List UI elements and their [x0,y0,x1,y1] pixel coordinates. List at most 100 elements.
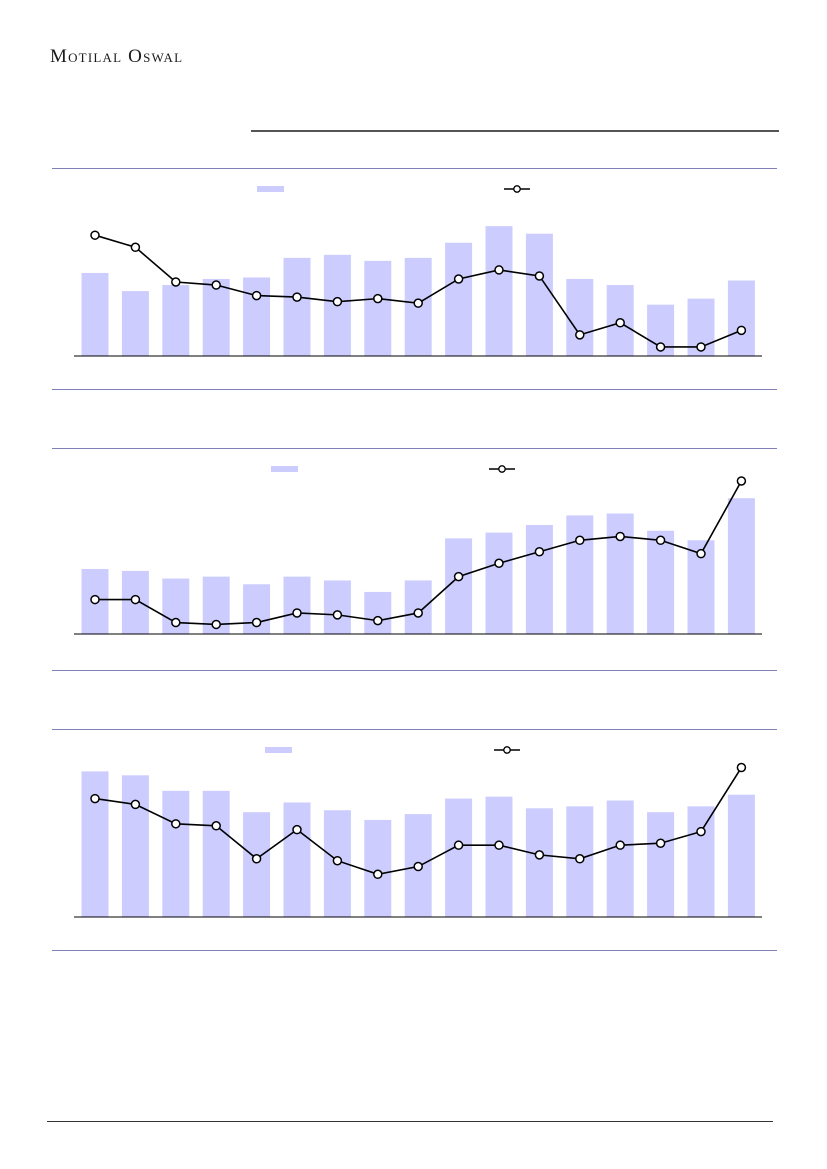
bar [647,530,675,634]
legend-line-marker [503,746,511,754]
line-point [575,330,585,340]
bar [121,775,149,917]
line-point [615,840,625,850]
bar [323,580,351,634]
chart1-bottom-rule [52,389,777,390]
footer-rule [47,1121,773,1122]
bar [727,498,755,634]
line-point [332,296,343,307]
line-point [171,819,181,829]
line-point [615,318,625,328]
line-point [292,608,302,618]
bar [647,812,675,917]
bar [202,790,230,917]
line-point [90,230,100,240]
line-point [373,293,383,304]
chart-1 [74,185,762,357]
bar [364,591,392,634]
bar [606,513,634,634]
line-point [332,610,343,620]
bar [445,798,473,917]
line-point [736,476,747,486]
bar [121,291,149,356]
chart3-bottom-rule [52,950,777,951]
brand-logo: Motilal Oswal [50,46,184,67]
legend-line-marker [513,185,521,193]
bar [525,233,553,356]
line-point [171,277,181,287]
bar [162,285,190,356]
header-rule [251,130,779,132]
line-point [453,840,464,850]
chart2-bottom-rule [52,670,777,671]
line-point [332,855,343,866]
line-point [534,547,545,557]
bar [485,532,513,634]
legend-bar-swatch [257,186,284,192]
line-point [494,558,504,568]
line-point [211,821,221,831]
legend-line-marker [498,465,506,473]
bar [727,280,755,356]
bar [404,580,432,634]
line-point [130,242,141,253]
bar [445,242,473,356]
line-point [211,619,221,630]
bar [243,812,271,917]
line-point [655,342,666,352]
line-point [413,608,423,618]
legend-bar-swatch [271,466,298,472]
line-point [655,535,666,546]
line-point [251,854,262,864]
legend-bar-swatch [265,747,292,753]
line-point [696,548,706,559]
bar [283,802,311,917]
line-point [453,274,464,284]
line-point [211,280,221,290]
line-point [373,869,383,880]
line-point [171,617,181,628]
line-point [534,271,545,281]
bar [687,806,715,917]
bar [364,819,392,917]
bar [81,771,109,917]
line-point [251,290,262,301]
line-point [90,793,100,804]
bar [445,538,473,634]
bar [162,790,190,917]
bar [525,524,553,634]
bar [202,278,230,356]
line-point [575,854,585,864]
bar [566,515,594,634]
chart2-top-rule [52,448,777,449]
bar [566,278,594,356]
line-point [736,762,747,773]
line-point [615,531,625,542]
bar [283,576,311,634]
line-point [90,594,100,605]
line-point [292,292,302,302]
line-point [453,571,464,582]
line-point [494,840,504,850]
line-point [655,838,666,848]
line-point [292,824,302,835]
chart1-top-rule [52,168,777,169]
line-point [575,535,585,546]
line-point [130,594,141,605]
chart-3 [74,746,762,918]
line-point [373,615,383,626]
bar [364,260,392,356]
bar [283,257,311,356]
bar [243,277,271,356]
line-point [696,826,706,837]
line-point [413,298,423,308]
bar [727,794,755,917]
line-point [130,799,141,810]
bar [606,800,634,917]
line-point [534,850,545,860]
line-point [736,325,747,336]
chart-2 [74,465,762,635]
bar [485,226,513,356]
line-point [494,265,504,275]
line-point [696,342,706,352]
